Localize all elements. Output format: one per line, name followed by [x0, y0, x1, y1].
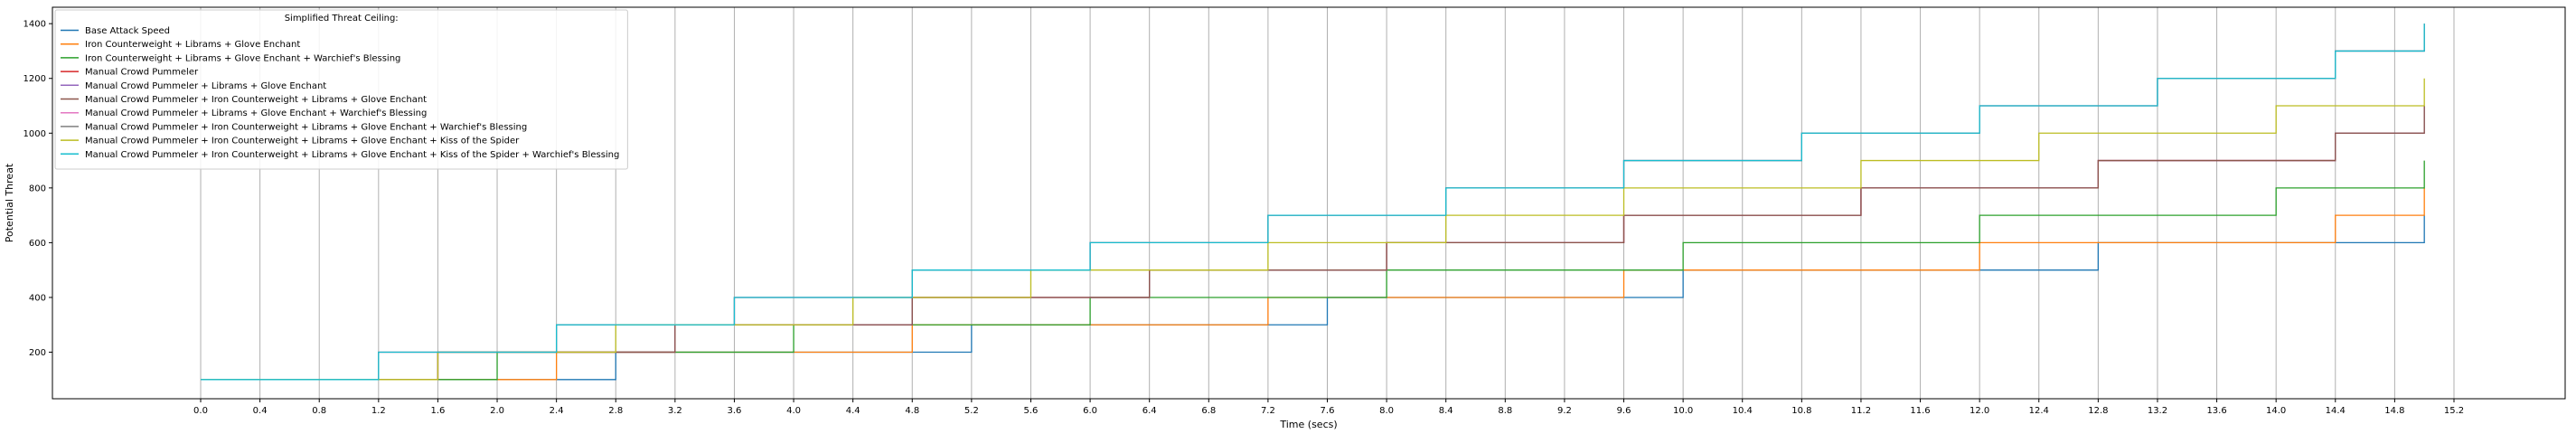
x-tick-label: 5.2: [964, 406, 979, 416]
x-tick-label: 10.8: [1791, 406, 1811, 416]
x-tick-label: 8.8: [1498, 406, 1512, 416]
x-axis-ticks: 0.0 0.4 0.8 1.2 1.6 2.0 2.4 2.8 3.2 3.6 4.0 4.4 4.8 5…: [193, 399, 2464, 416]
y-tick-label: 600: [29, 239, 46, 249]
x-tick-label: 13.2: [2148, 406, 2167, 416]
legend-entry: Base Attack Speed: [85, 26, 170, 36]
legend-entry: Manual Crowd Pummeler + Librams + Glove …: [85, 108, 427, 118]
legend: Simplified Threat Ceiling: Base Attack S…: [54, 9, 628, 170]
x-tick-label: 2.4: [550, 406, 564, 416]
series-line-9: [201, 78, 2425, 381]
x-tick-label: 12.0: [1970, 406, 1989, 416]
x-tick-label: 2.0: [490, 406, 504, 416]
y-tick-label: 200: [29, 348, 46, 358]
x-tick-label: 12.4: [2029, 406, 2049, 416]
x-tick-label: 11.6: [1910, 406, 1930, 416]
x-tick-label: 9.6: [1617, 406, 1631, 416]
x-tick-label: 7.2: [1261, 406, 1275, 416]
legend-box: [54, 9, 628, 170]
legend-entry: Manual Crowd Pummeler: [85, 68, 199, 78]
legend-entry: Iron Counterweight + Librams + Glove Enc…: [85, 40, 300, 50]
y-tick-label: 1400: [24, 20, 46, 30]
x-tick-label: 3.6: [728, 406, 742, 416]
x-tick-label: 6.8: [1201, 406, 1216, 416]
legend-entry: Manual Crowd Pummeler + Iron Counterweig…: [85, 150, 619, 160]
x-tick-label: 5.6: [1024, 406, 1039, 416]
legend-entry: Iron Counterweight + Librams + Glove Enc…: [85, 53, 400, 63]
x-tick-label: 14.4: [2326, 406, 2346, 416]
x-tick-label: 13.6: [2206, 406, 2226, 416]
x-tick-label: 8.4: [1439, 406, 1453, 416]
x-axis-label: Time (secs): [1279, 419, 1337, 430]
x-tick-label: 4.4: [846, 406, 860, 416]
x-tick-label: 0.0: [193, 406, 208, 416]
x-tick-label: 10.4: [1733, 406, 1753, 416]
x-tick-label: 10.0: [1673, 406, 1693, 416]
x-tick-label: 3.2: [668, 406, 682, 416]
y-tick-label: 1200: [24, 74, 46, 84]
y-tick-label: 800: [29, 184, 46, 193]
x-tick-label: 11.2: [1851, 406, 1871, 416]
x-tick-label: 14.8: [2384, 406, 2404, 416]
x-tick-label: 12.8: [2088, 406, 2108, 416]
x-tick-label: 1.2: [371, 406, 386, 416]
legend-entry: Manual Crowd Pummeler + Iron Counterweig…: [85, 137, 520, 146]
x-tick-label: 7.6: [1321, 406, 1335, 416]
series-lines: [201, 24, 2425, 381]
y-axis-label: Potential Threat: [4, 163, 15, 242]
x-tick-label: 4.0: [786, 406, 801, 416]
legend-entry: Manual Crowd Pummeler + Iron Counterweig…: [85, 95, 427, 105]
y-tick-label: 400: [29, 293, 46, 303]
y-tick-label: 1000: [24, 129, 46, 139]
x-tick-label: 4.8: [905, 406, 919, 416]
legend-entry: Manual Crowd Pummeler + Iron Counterweig…: [85, 122, 527, 132]
legend-title: Simplified Threat Ceiling:: [285, 14, 399, 24]
x-tick-label: 0.8: [312, 406, 326, 416]
x-tick-label: 2.8: [608, 406, 623, 416]
legend-entry: Manual Crowd Pummeler + Librams + Glove …: [85, 81, 326, 91]
x-tick-label: 6.4: [1142, 406, 1157, 416]
plot-frame: [52, 6, 2566, 400]
series-line-4: [201, 132, 2425, 381]
legend-items: Base Attack Speed Iron Counterweight + Li…: [61, 26, 619, 160]
series-line-2: [201, 187, 2425, 381]
x-tick-label: 15.2: [2444, 406, 2464, 416]
x-tick-label: 8.0: [1379, 406, 1394, 416]
x-tick-label: 0.4: [253, 406, 268, 416]
y-axis-ticks: 200 400 600 800 1000 1200 1400: [24, 20, 52, 358]
x-tick-label: 1.6: [430, 406, 445, 416]
x-tick-label: 9.2: [1557, 406, 1572, 416]
series-line-10: [201, 24, 2425, 381]
x-tick-label: 14.0: [2266, 406, 2286, 416]
x-tick-label: 6.0: [1083, 406, 1097, 416]
